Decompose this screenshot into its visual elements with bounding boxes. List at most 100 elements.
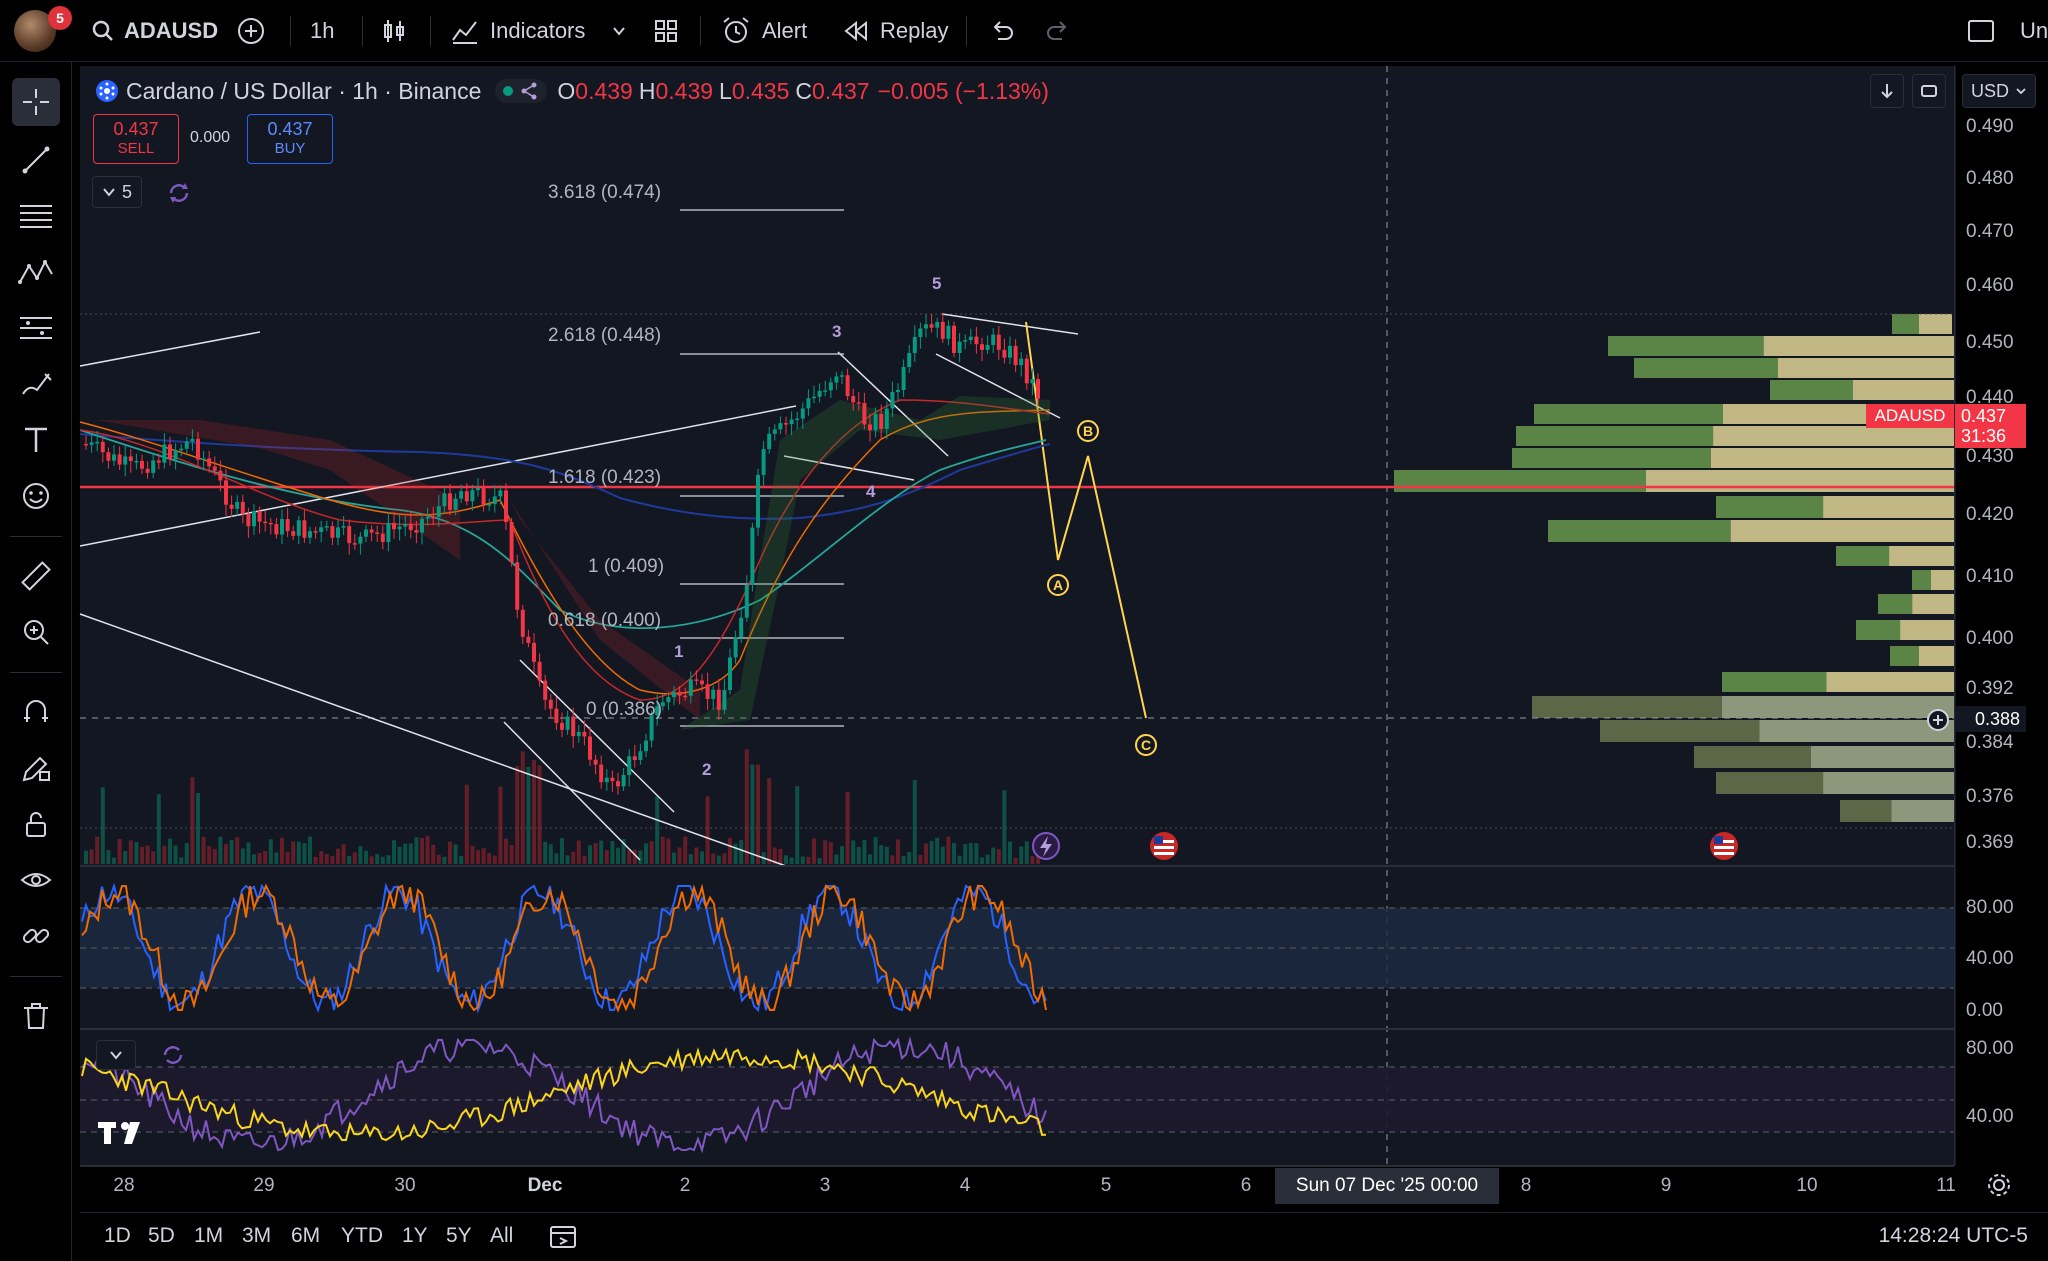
sync-icon[interactable] — [160, 1042, 186, 1068]
market-status[interactable] — [495, 79, 548, 103]
fib-label: 0 (0.386) — [586, 699, 663, 720]
rsi-pane — [81, 1036, 1047, 1154]
text-tool[interactable] — [12, 416, 60, 464]
top-toolbar: 5 ADAUSD 1h Indicators Alert Replay Un — [0, 0, 2048, 62]
price-axis-label: 0.420 — [1966, 504, 2014, 525]
redo-button[interactable] — [1044, 0, 1072, 62]
sell-button[interactable]: 0.437 SELL — [93, 114, 179, 164]
pencil-lock-icon — [22, 756, 50, 782]
currency-select[interactable]: USD — [1962, 74, 2036, 108]
sync-icon[interactable] — [166, 180, 192, 206]
crosshair-icon — [23, 89, 49, 115]
osc2-level: 80.00 — [1966, 1038, 2014, 1059]
sell-price: 0.437 — [113, 119, 159, 139]
price-axis-label: 0.369 — [1966, 832, 2014, 853]
grid-icon — [655, 20, 677, 42]
pattern-tool[interactable] — [12, 248, 60, 296]
osc2-level: 40.00 — [1966, 1106, 2014, 1127]
time-axis-label: 8 — [1520, 1175, 1532, 1196]
close-value: 0.437 — [812, 77, 870, 104]
gear-icon[interactable] — [1986, 1172, 2012, 1198]
symbol-search-button[interactable]: ADAUSD — [90, 0, 218, 62]
market-open-dot — [503, 86, 514, 96]
buy-button[interactable]: 0.437 BUY — [247, 114, 333, 164]
measure-tool[interactable] — [12, 552, 60, 600]
wave-label: 2 — [702, 760, 712, 779]
trend-line-tool[interactable] — [12, 136, 60, 184]
range-button-3m[interactable]: 3M — [242, 1224, 272, 1247]
bar-countdown: 31:36 — [1961, 426, 2007, 446]
range-button-5y[interactable]: 5Y — [446, 1224, 472, 1247]
lightning-event-icon[interactable] — [1032, 832, 1060, 860]
search-icon — [92, 20, 113, 41]
zoom-in-icon — [24, 620, 49, 645]
scroll-to-realtime-button[interactable] — [1870, 74, 1904, 108]
arrow-down-icon — [1881, 84, 1893, 99]
low-key: L — [719, 77, 732, 104]
account-label[interactable]: Un — [2020, 18, 2048, 43]
rewind-icon — [844, 20, 867, 42]
sell-label: SELL — [117, 140, 155, 157]
change-value: −0.005 (−1.13%) — [877, 77, 1049, 104]
calendar-goto-icon[interactable] — [548, 1222, 580, 1252]
remove-drawings-tool[interactable] — [12, 992, 60, 1040]
high-value: 0.439 — [655, 77, 714, 104]
osc1-level: 0.00 — [1966, 1000, 2003, 1021]
window-icon — [1968, 20, 1994, 42]
range-button-5d[interactable]: 5D — [148, 1224, 175, 1247]
zoom-tool[interactable] — [12, 608, 60, 656]
separator — [10, 536, 62, 537]
undo-button[interactable] — [988, 0, 1016, 62]
range-button-ytd[interactable]: YTD — [341, 1224, 383, 1247]
range-button-all[interactable]: All — [490, 1224, 514, 1247]
compare-symbol-button[interactable] — [236, 0, 266, 62]
time-axis-label: 10 — [1796, 1175, 1818, 1196]
range-button-1y[interactable]: 1Y — [402, 1224, 428, 1247]
fullscreen-button[interactable] — [1966, 0, 1996, 62]
wave-label: 5 — [932, 274, 942, 293]
candles — [84, 312, 1040, 795]
brush-tool[interactable] — [12, 360, 60, 408]
us-flag-event-icon[interactable] — [1150, 832, 1178, 860]
lock-drawing-tool[interactable] — [12, 744, 60, 792]
range-button-6m[interactable]: 6M — [291, 1224, 321, 1247]
crosshair-tool[interactable] — [12, 78, 60, 126]
indicators-button[interactable]: Indicators — [450, 0, 585, 62]
alert-button[interactable]: Alert — [720, 0, 807, 62]
replay-button[interactable]: Replay — [842, 0, 948, 62]
interval-button[interactable]: 1h — [310, 18, 335, 43]
low-value: 0.435 — [731, 77, 790, 104]
fib-label: 2.618 (0.448) — [548, 325, 662, 346]
fib-label: 0.618 (0.400) — [548, 610, 662, 631]
forecasting-tool[interactable] — [12, 304, 60, 352]
symbol-title[interactable]: Cardano / US Dollar · 1h · Binance — [126, 77, 482, 104]
indicators-dropdown[interactable] — [610, 0, 628, 62]
layouts-button[interactable] — [652, 0, 680, 62]
price-axis-label: 0.400 — [1966, 628, 2014, 649]
hide-drawings-tool[interactable] — [12, 856, 60, 904]
emoji-tool[interactable] — [12, 472, 60, 520]
sync-link-tool[interactable] — [12, 912, 60, 960]
current-price-tag: 0.437 31:36 — [1955, 404, 2026, 448]
fib-tool[interactable] — [12, 192, 60, 240]
pane-collapse-button[interactable] — [96, 1040, 136, 1070]
text-icon — [25, 427, 47, 452]
wave-label: 4 — [866, 482, 876, 501]
price-axis-label: 0.440 — [1966, 387, 2014, 408]
bottom-toolbar — [80, 1212, 2048, 1261]
time-axis-label: 4 — [959, 1175, 971, 1196]
price-axis-label: 0.450 — [1966, 332, 2014, 353]
time-axis-label: 30 — [394, 1175, 416, 1196]
indicators-collapse-button[interactable]: 5 — [92, 176, 142, 208]
lock-all-tool[interactable] — [12, 800, 60, 848]
range-button-1m[interactable]: 1M — [194, 1224, 224, 1247]
chart-type-button[interactable] — [380, 0, 408, 62]
range-button-1d[interactable]: 1D — [104, 1224, 131, 1247]
add-alert-plus-icon[interactable] — [1926, 708, 1950, 732]
magnet-tool[interactable] — [12, 688, 60, 736]
reset-scale-button[interactable] — [1912, 74, 1946, 108]
notification-badge: 5 — [48, 6, 72, 30]
clock-timezone[interactable]: 14:28:24 UTC-5 — [1878, 1224, 2028, 1247]
us-flag-event-icon[interactable] — [1710, 832, 1738, 860]
